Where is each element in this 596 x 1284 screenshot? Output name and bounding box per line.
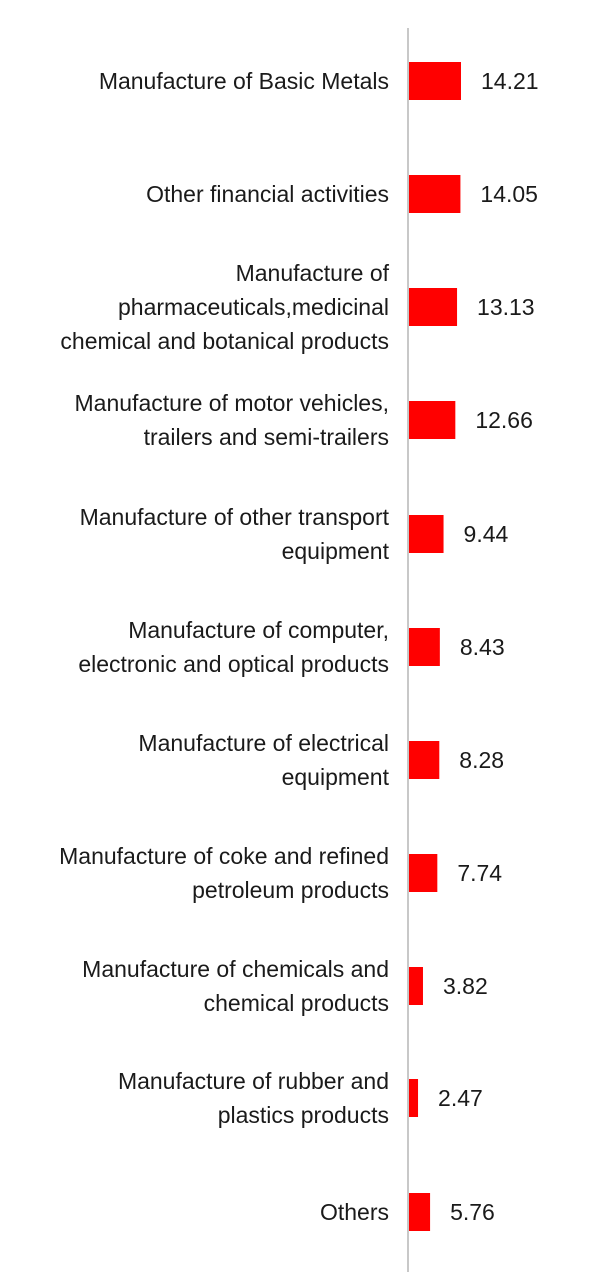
data-label: 9.44	[464, 521, 509, 547]
category-label: Manufacture of pharmaceuticals,medicinal c…	[60, 260, 389, 354]
category-label-line: equipment	[282, 538, 390, 564]
category-label-line: Other financial activities	[146, 181, 389, 207]
category-label-line: trailers and semi-trailers	[144, 424, 389, 450]
bar	[409, 1193, 431, 1231]
category-label-line: Manufacture of electrical	[138, 730, 389, 756]
bar	[409, 628, 440, 666]
data-label: 3.82	[443, 973, 488, 999]
data-label: 5.76	[450, 1199, 495, 1225]
category-label: Manufacture of Basic Metals	[99, 68, 389, 94]
data-label: 12.66	[475, 407, 533, 433]
bar	[409, 854, 438, 892]
category-label: Others	[320, 1199, 389, 1225]
category-label-line: Manufacture of motor vehicles,	[75, 390, 389, 416]
data-label: 2.47	[438, 1085, 483, 1111]
category-label-line: Manufacture of other transport	[80, 504, 390, 530]
bar	[409, 175, 461, 213]
category-label: Manufacture of chemicals and chemical pro…	[82, 956, 389, 1016]
category-label: Manufacture of motor vehicles, trailers a…	[75, 390, 389, 450]
category-label: Manufacture of electrical equipment	[138, 730, 389, 790]
category-label-line: plastics products	[218, 1102, 389, 1128]
bar	[409, 967, 423, 1005]
category-label-line: Manufacture of Basic Metals	[99, 68, 389, 94]
category-label: Other financial activities	[146, 181, 389, 207]
category-label-line: Manufacture of	[236, 260, 390, 286]
data-label: 8.43	[460, 634, 505, 660]
category-label-line: Manufacture of computer,	[128, 617, 389, 643]
data-label: 14.21	[481, 68, 539, 94]
category-label: Manufacture of coke and refined petroleum…	[59, 843, 389, 903]
category-label-line: electronic and optical products	[78, 651, 389, 677]
category-label-line: chemical products	[204, 990, 389, 1016]
bar	[409, 741, 440, 779]
bar	[409, 515, 444, 553]
category-label: Manufacture of other transport equipment	[80, 504, 390, 564]
data-label: 8.28	[459, 747, 504, 773]
category-label-line: pharmaceuticals,medicinal	[118, 294, 389, 320]
category-label-line: Others	[320, 1199, 389, 1225]
data-label: 7.74	[457, 860, 502, 886]
category-label-line: petroleum products	[192, 877, 389, 903]
category-label: Manufacture of rubber and plastics produc…	[118, 1068, 389, 1128]
bar	[409, 401, 456, 439]
category-label-line: Manufacture of rubber and	[118, 1068, 389, 1094]
bar	[409, 288, 458, 326]
bar	[409, 1079, 419, 1117]
category-label-line: equipment	[282, 764, 390, 790]
category-label-line: Manufacture of coke and refined	[59, 843, 389, 869]
bar	[409, 62, 461, 100]
category-label-line: Manufacture of chemicals and	[82, 956, 389, 982]
category-label-line: chemical and botanical products	[60, 328, 389, 354]
data-label: 13.13	[477, 294, 535, 320]
data-label: 14.05	[480, 181, 538, 207]
category-label: Manufacture of computer, electronic and o…	[78, 617, 389, 677]
